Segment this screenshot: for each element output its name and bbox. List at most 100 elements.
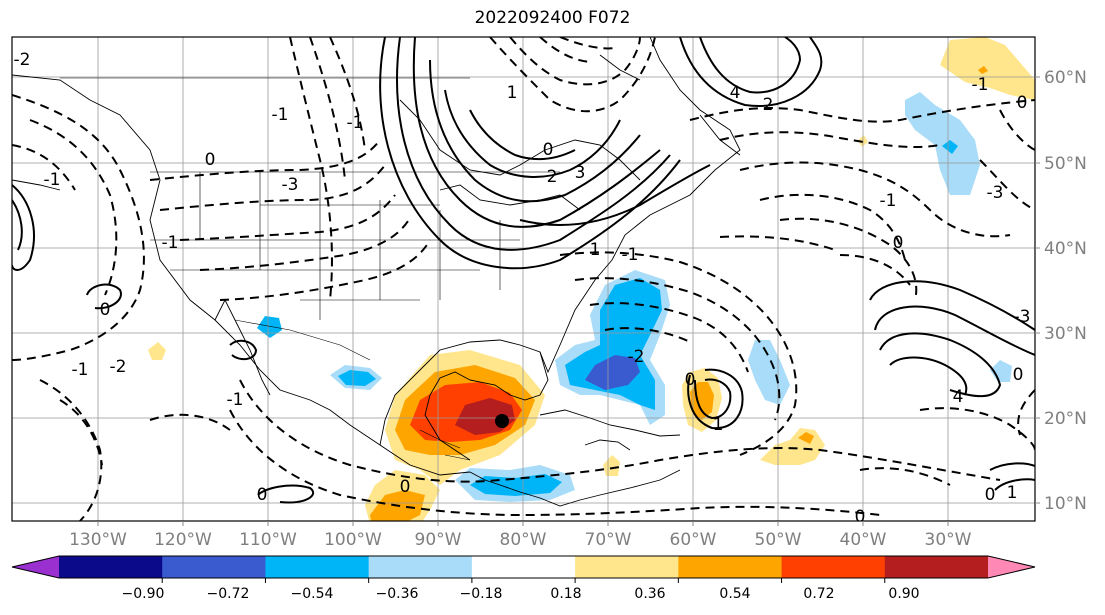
shade-mex-cyan — [338, 370, 376, 386]
contour-label: -3 — [282, 175, 299, 195]
colorbar-tick-label: −0.90 — [121, 586, 165, 602]
shade-eatl-light — [990, 360, 1012, 382]
contour-label-group: 4 3 2 4 1 2 -1 -3 -1 -2 -1 -2 -1 -1 -3 0… — [14, 50, 1031, 527]
contour-label: -1 — [622, 245, 639, 265]
shade-pac-yellow — [148, 342, 166, 360]
contour-label: 0 — [257, 485, 268, 505]
contour-label: -1 — [227, 390, 244, 410]
colorbar-swatch — [471, 556, 576, 578]
contour-label: 0 — [205, 150, 216, 170]
colorbar-swatch — [265, 556, 370, 578]
contour-label: 2 — [763, 95, 774, 115]
latitude-labels: 60°N 50°N 40°N 30°N 20°N 10°N — [1044, 68, 1087, 514]
lon-label: 100°W — [324, 530, 382, 550]
colorbar-tick-label: 0.54 — [719, 586, 751, 602]
lon-label: 110°W — [239, 530, 297, 550]
contour-label: -2 — [110, 357, 127, 377]
colorbar-outline — [11, 555, 1036, 579]
colorbar-tick-label: −0.54 — [290, 586, 334, 602]
contour-label: 0 — [1017, 93, 1028, 113]
contour-label: -1 — [162, 233, 179, 253]
graticule — [12, 37, 1035, 521]
map-area: 4 3 2 4 1 2 -1 -3 -1 -2 -1 -2 -1 -1 -3 0… — [12, 37, 1035, 527]
colorbar-swatch — [162, 556, 266, 578]
colorbar-swatch — [59, 556, 163, 578]
contour-label: -1 — [272, 105, 289, 125]
coastlines — [12, 37, 741, 507]
lat-label: 20°N — [1044, 409, 1087, 429]
contour-label: 2 — [547, 167, 558, 187]
contour-label: 0 — [100, 300, 111, 320]
lon-label: 50°W — [755, 530, 802, 550]
shade-matl-light — [748, 340, 790, 405]
contour-label: -2 — [628, 347, 645, 367]
storm-center-marker — [495, 414, 509, 428]
contours-dashed — [12, 37, 1035, 521]
contour-label: 0 — [855, 507, 866, 527]
lat-label: 10°N — [1044, 494, 1087, 514]
colorbar-tick-label: 0.90 — [888, 586, 920, 602]
axis-ticks — [97, 76, 1040, 526]
colorbar-swatch — [678, 556, 783, 578]
shade-ne-orange — [978, 66, 988, 74]
lon-label: 80°W — [500, 530, 547, 550]
shade-catl-orange — [798, 432, 814, 444]
colorbar-extend-min — [12, 556, 59, 578]
lon-label: 90°W — [415, 530, 462, 550]
lat-label: 30°N — [1044, 324, 1087, 344]
contour-label: 4 — [730, 83, 741, 103]
contour-label: 0 — [400, 477, 411, 497]
borders — [60, 77, 560, 461]
shade-carib-blue — [585, 355, 640, 390]
contour-label: 1 — [590, 240, 601, 260]
contour-label: 1 — [1007, 483, 1018, 503]
contour-label: -1 — [880, 191, 897, 211]
colorbar-swatch — [575, 556, 679, 578]
lon-label: 70°W — [585, 530, 632, 550]
lon-label: 30°W — [925, 530, 972, 550]
colorbar-extend-max — [988, 556, 1035, 578]
map-title: 2022092400 F072 — [474, 8, 631, 28]
contour-label: 3 — [575, 163, 586, 183]
contour-label: 1 — [713, 415, 724, 435]
contour-label: 0 — [543, 140, 554, 160]
colorbar-tick-label: 0.72 — [803, 586, 835, 602]
shade-natl-light — [905, 92, 980, 195]
contour-label: 0 — [685, 370, 696, 390]
contour-label: 4 — [953, 387, 964, 407]
colorbar-tick-label: −0.72 — [206, 586, 250, 602]
lon-label: 60°W — [670, 530, 717, 550]
contour-label: -2 — [14, 50, 31, 70]
shade-pr-yellow — [603, 455, 620, 476]
colorbar-tick-label: −0.36 — [375, 586, 419, 602]
contour-label: 0 — [1013, 365, 1024, 385]
shade-ne-yellow — [940, 37, 1035, 100]
contour-label: -3 — [1014, 307, 1031, 327]
lon-label: 40°W — [840, 530, 887, 550]
colorbar-tick-label: 0.18 — [550, 586, 582, 602]
colorbar-tick-label: −0.18 — [459, 586, 503, 602]
shade-natl-cyan — [942, 140, 958, 154]
colorbar-swatch — [781, 556, 886, 578]
contour-label: 1 — [507, 83, 518, 103]
shade-baja-cyan — [257, 316, 282, 338]
longitude-labels: 130°W 120°W 110°W 100°W 90°W 80°W 70°W 6… — [69, 530, 972, 550]
contours-solid — [12, 37, 1035, 504]
lat-label: 60°N — [1044, 68, 1087, 88]
lat-label: 50°N — [1044, 154, 1087, 174]
contour-label: -1 — [72, 360, 89, 380]
contour-label: -3 — [987, 183, 1004, 203]
contour-label: 0 — [985, 485, 996, 505]
colorbar-tick-label: 0.36 — [634, 586, 666, 602]
contour-label: 0 — [893, 233, 904, 253]
contour-label: -1 — [347, 113, 364, 133]
contour-label: -1 — [44, 170, 61, 190]
lon-label: 120°W — [154, 530, 212, 550]
lat-label: 40°N — [1044, 239, 1087, 259]
colorbar-swatch — [884, 556, 989, 578]
colorbar-swatch — [368, 556, 473, 578]
lon-label: 130°W — [69, 530, 127, 550]
shade-scarib-cyan — [470, 474, 562, 496]
contour-label: -1 — [972, 75, 989, 95]
